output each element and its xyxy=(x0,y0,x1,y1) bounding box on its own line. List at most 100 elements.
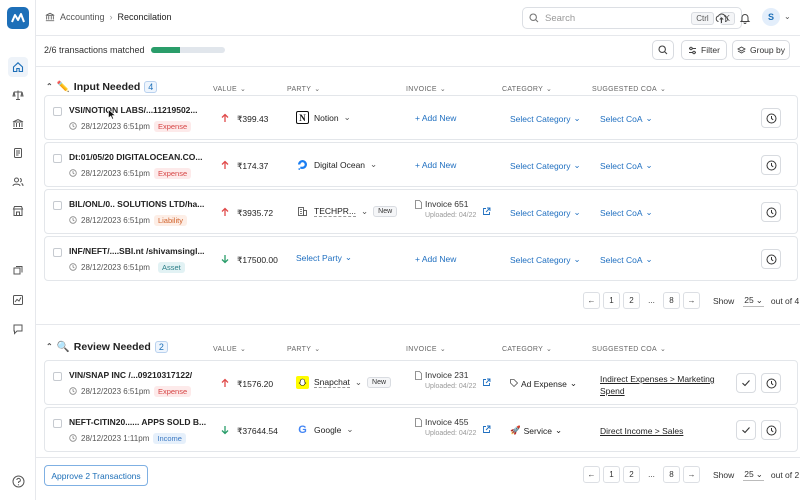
coa-select[interactable]: Select CoA ⌄ xyxy=(600,160,653,171)
input-needed-header[interactable]: ⌃ ✏️ Input Needed 4 xyxy=(46,80,158,93)
history-button[interactable] xyxy=(761,108,781,128)
chat-icon[interactable] xyxy=(8,319,28,339)
transaction-row[interactable]: VIN/SNAP INC /...09210317122/ 28/12/2023… xyxy=(44,360,798,405)
invoice-attachment[interactable]: Invoice 231 Uploaded: 04/22 xyxy=(415,370,476,390)
party-select[interactable]: G Google ⌄ xyxy=(296,423,353,436)
category-select[interactable]: Select Category ⌄ xyxy=(510,160,581,171)
chevron-up-icon[interactable]: ⌃ xyxy=(46,342,53,351)
per-page-select[interactable]: 25 ⌄ xyxy=(743,294,764,307)
chevron-down-icon[interactable]: ⌄ xyxy=(784,12,791,21)
chart-icon[interactable] xyxy=(8,290,28,310)
bell-icon[interactable] xyxy=(737,10,753,26)
party-select[interactable]: Snapchat ⌄ New xyxy=(296,376,392,389)
filter-button[interactable]: Filter xyxy=(681,40,727,60)
avatar[interactable]: S xyxy=(762,8,780,26)
row-checkbox[interactable] xyxy=(53,372,62,381)
review-needed-header[interactable]: ⌃ 🔍 Review Needed 2 xyxy=(46,340,168,353)
scale-icon[interactable] xyxy=(8,85,28,105)
column-header-category[interactable]: CATEGORY ⌄ xyxy=(502,85,553,94)
add-invoice-link[interactable]: + Add New xyxy=(415,254,457,264)
document-icon[interactable] xyxy=(8,143,28,163)
party-select[interactable]: N Notion ⌄ xyxy=(296,111,351,124)
transaction-row[interactable]: BIL/ONL/0.. SOLUTIONS LTD/ha... 28/12/20… xyxy=(44,189,798,234)
page-button[interactable]: 2 xyxy=(623,466,640,483)
approve-check-button[interactable] xyxy=(736,420,756,440)
column-header-party[interactable]: PARTY ⌄ xyxy=(287,85,321,94)
external-link-icon[interactable] xyxy=(482,425,491,436)
history-button[interactable] xyxy=(761,249,781,269)
chevron-up-icon[interactable]: ⌃ xyxy=(46,82,53,91)
column-header-party[interactable]: PARTY ⌄ xyxy=(287,345,321,354)
column-header-coa[interactable]: SUGGESTED COA ⌄ xyxy=(592,85,667,94)
top-bar: Accounting › Reconcilation Search Ctrl K… xyxy=(36,0,800,36)
coa-select[interactable]: Select CoA ⌄ xyxy=(600,207,653,218)
category-select[interactable]: 🚀 Service ⌄ xyxy=(510,425,563,436)
column-header-invoice[interactable]: INVOICE ⌄ xyxy=(406,85,447,94)
bank-icon[interactable] xyxy=(8,114,28,134)
history-button[interactable] xyxy=(761,202,781,222)
row-checkbox[interactable] xyxy=(53,154,62,163)
approve-transactions-button[interactable]: Approve 2 Transactions xyxy=(44,465,148,486)
history-button[interactable] xyxy=(761,420,781,440)
invoice-attachment[interactable]: Invoice 455 Uploaded: 04/22 xyxy=(415,417,476,437)
page-button[interactable]: 8 xyxy=(663,292,680,309)
group-by-button[interactable]: Group by xyxy=(732,40,790,60)
row-checkbox[interactable] xyxy=(53,201,62,210)
page-button[interactable]: 2 xyxy=(623,292,640,309)
chevron-down-icon: ⌄ xyxy=(546,346,553,353)
external-link-icon[interactable] xyxy=(482,207,491,218)
store-icon[interactable] xyxy=(8,201,28,221)
home-icon[interactable] xyxy=(8,57,28,77)
page-button[interactable]: 1 xyxy=(603,466,620,483)
users-icon[interactable] xyxy=(8,172,28,192)
prev-page-button[interactable]: ← xyxy=(583,466,600,483)
invoice-attachment[interactable]: Invoice 651 Uploaded: 04/22 xyxy=(415,199,476,219)
column-header-invoice[interactable]: INVOICE ⌄ xyxy=(406,345,447,354)
page-button[interactable]: 1 xyxy=(603,292,620,309)
add-invoice-link[interactable]: + Add New xyxy=(415,113,457,123)
coa-select[interactable]: Select CoA ⌄ xyxy=(600,113,653,124)
breadcrumb-parent[interactable]: Accounting xyxy=(60,12,105,22)
upload-cloud-icon[interactable] xyxy=(713,10,729,26)
external-link-icon[interactable] xyxy=(482,378,491,389)
coa-select[interactable]: Select CoA ⌄ xyxy=(600,254,653,265)
per-page-select[interactable]: 25 ⌄ xyxy=(743,468,764,481)
transaction-amount: ₹3935.72 xyxy=(221,207,273,219)
category-select[interactable]: Select Category ⌄ xyxy=(510,113,581,124)
transaction-row[interactable]: Dt:01/05/20 DIGITALOCEAN.CO... 28/12/202… xyxy=(44,142,798,187)
party-select[interactable]: Select Party ⌄ xyxy=(296,252,352,263)
coa-link[interactable]: Direct Income > Sales xyxy=(600,426,684,436)
column-header-value[interactable]: VALUE ⌄ xyxy=(213,345,247,354)
prev-page-button[interactable]: ← xyxy=(583,292,600,309)
transaction-row[interactable]: VSI/NOTION LABS/...11219502... 28/12/202… xyxy=(44,95,798,140)
layers-icon[interactable] xyxy=(8,261,28,281)
next-page-button[interactable]: → xyxy=(683,292,700,309)
page-button[interactable]: 8 xyxy=(663,466,680,483)
history-button[interactable] xyxy=(761,155,781,175)
approve-check-button[interactable] xyxy=(736,373,756,393)
add-invoice-link[interactable]: + Add New xyxy=(415,160,457,170)
search-input[interactable]: Search Ctrl K xyxy=(522,7,742,29)
divider xyxy=(36,66,800,67)
new-badge: New xyxy=(367,377,392,388)
layers-icon xyxy=(737,45,746,54)
transaction-row[interactable]: NEFT-CITIN20...... APPS SOLD B... 28/12/… xyxy=(44,407,798,452)
category-select[interactable]: Select Category ⌄ xyxy=(510,254,581,265)
row-checkbox[interactable] xyxy=(53,107,62,116)
coa-link[interactable]: Indirect Expenses > Marketing Spend xyxy=(600,374,715,396)
search-button[interactable] xyxy=(652,40,674,60)
category-select[interactable]: Select Category ⌄ xyxy=(510,207,581,218)
app-logo[interactable] xyxy=(7,7,29,29)
column-header-value[interactable]: VALUE ⌄ xyxy=(213,85,247,94)
history-button[interactable] xyxy=(761,373,781,393)
column-header-category[interactable]: CATEGORY ⌄ xyxy=(502,345,553,354)
next-page-button[interactable]: → xyxy=(683,466,700,483)
row-checkbox[interactable] xyxy=(53,248,62,257)
party-select[interactable]: TECHPR... ⌄ New xyxy=(296,205,398,218)
transaction-row[interactable]: INF/NEFT/....SBI.nt /shivamsingl... 28/1… xyxy=(44,236,798,281)
category-select[interactable]: Ad Expense ⌄ xyxy=(510,378,577,389)
column-header-coa[interactable]: SUGGESTED COA ⌄ xyxy=(592,345,667,354)
row-checkbox[interactable] xyxy=(53,419,62,428)
party-select[interactable]: Digital Ocean ⌄ xyxy=(296,158,377,171)
help-icon[interactable] xyxy=(8,471,28,491)
